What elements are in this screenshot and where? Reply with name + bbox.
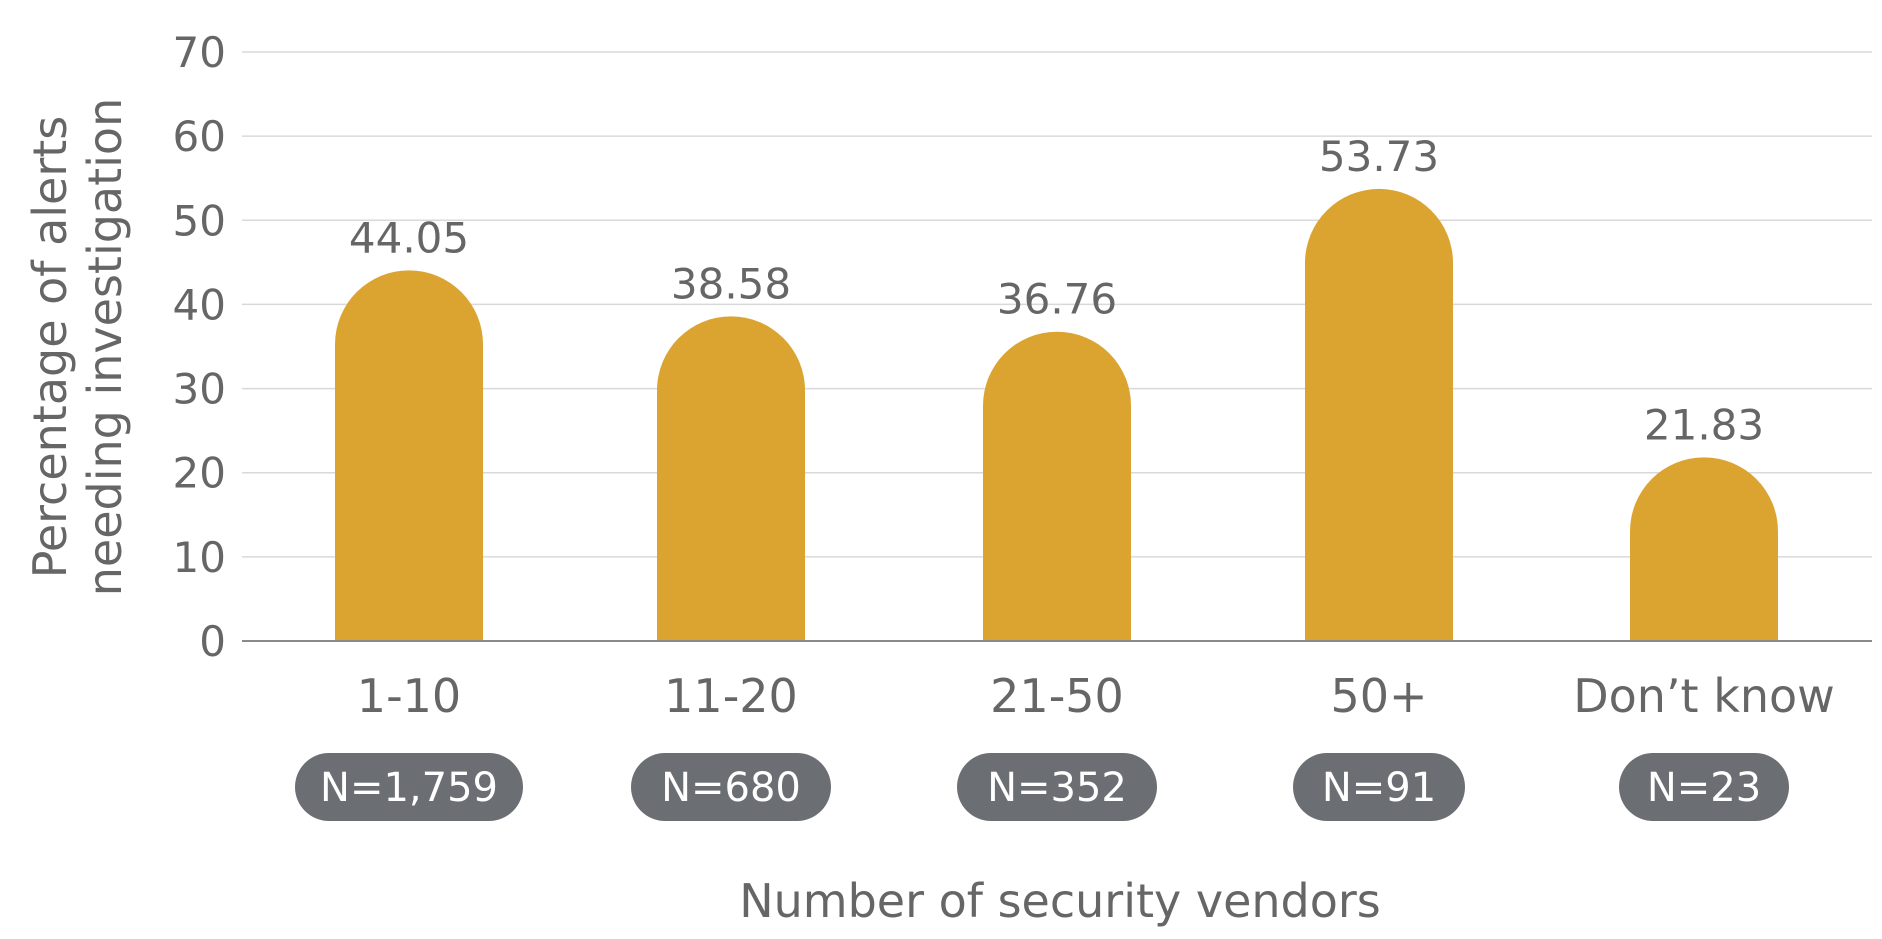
- sample-size-label: N=23: [1647, 765, 1761, 811]
- y-tick-label: 30: [173, 365, 226, 414]
- sample-size-pill-background: [295, 753, 523, 821]
- sample-size-pill-background: [1293, 753, 1465, 821]
- y-tick-label: 0: [199, 617, 226, 666]
- data-label: 53.73: [1319, 132, 1439, 181]
- bar: [1305, 188, 1453, 641]
- sample-size-pill: N=1,759: [295, 753, 523, 821]
- x-tick-label: Don’t know: [1573, 669, 1835, 723]
- sample-size-pill-background: [957, 753, 1157, 821]
- x-tick-label: 50+: [1330, 669, 1427, 723]
- y-axis-title-line-2: needing investigation: [78, 98, 132, 596]
- sample-size-pill: N=352: [957, 753, 1157, 821]
- sample-size-pill-background: [631, 753, 831, 821]
- y-tick-label: 40: [173, 280, 226, 329]
- y-tick-label: 70: [173, 28, 226, 77]
- sample-size-pill: N=23: [1619, 753, 1789, 821]
- x-axis-categories: 1-10 11-20 21-50 50+ Don’t know: [357, 669, 1835, 723]
- data-label: 36.76: [997, 275, 1117, 324]
- data-label: 44.05: [349, 213, 469, 262]
- x-tick-label: 11-20: [664, 669, 798, 723]
- value-labels: 44.05 38.58 36.76 53.73 21.83: [349, 132, 1764, 449]
- y-tick-label: 60: [173, 112, 226, 161]
- sample-size-label: N=91: [1322, 765, 1436, 811]
- x-tick-label: 1-10: [357, 669, 461, 723]
- sample-size-label: N=680: [661, 765, 801, 811]
- bar: [335, 270, 483, 641]
- data-label: 38.58: [671, 259, 791, 308]
- data-label: 21.83: [1644, 400, 1764, 449]
- y-axis-ticks: 0 10 20 30 40 50 60 70: [173, 28, 226, 666]
- sample-size-label: N=352: [987, 765, 1127, 811]
- bar: [1630, 457, 1778, 641]
- y-axis-title-line-1: Percentage of alerts: [23, 116, 77, 579]
- y-tick-label: 20: [173, 449, 226, 498]
- sample-size-label: N=1,759: [320, 765, 498, 811]
- bar: [983, 331, 1131, 641]
- x-tick-label: 21-50: [990, 669, 1124, 723]
- y-tick-label: 10: [173, 533, 226, 582]
- sample-size-pills: N=1,759 N=680 N=352 N=91 N=23: [295, 753, 1789, 821]
- y-tick-label: 50: [173, 196, 226, 245]
- sample-size-pill-background: [1619, 753, 1789, 821]
- bar: [657, 316, 805, 641]
- x-axis-title: Number of security vendors: [739, 874, 1381, 928]
- sample-size-pill: N=91: [1293, 753, 1465, 821]
- bars: [335, 188, 1778, 641]
- sample-size-pill: N=680: [631, 753, 831, 821]
